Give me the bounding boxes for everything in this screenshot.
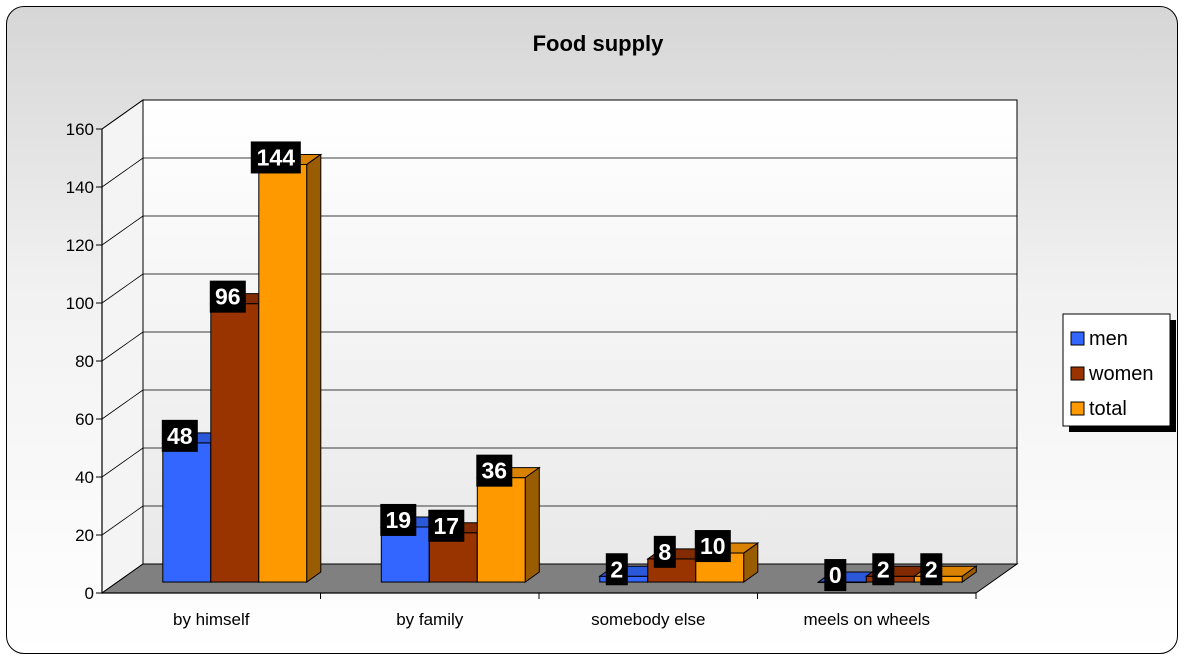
y-tick-label: 80 — [75, 352, 94, 371]
gridline-side — [101, 99, 144, 130]
bar-side[interactable] — [524, 466, 540, 584]
y-tick-label: 100 — [66, 294, 94, 313]
x-category-label: somebody else — [591, 610, 705, 629]
bar-side[interactable] — [743, 542, 759, 584]
gridline-side — [101, 215, 144, 246]
gridline-side — [101, 505, 144, 536]
y-tick-label: 40 — [75, 468, 94, 487]
data-label: 96 — [215, 284, 241, 310]
legend-label-men: men — [1089, 328, 1128, 350]
gridline-side — [101, 447, 144, 478]
data-label-bg — [250, 141, 301, 174]
y-tick-label: 0 — [85, 584, 94, 603]
y-tick-label: 140 — [66, 178, 94, 197]
data-label: 2 — [877, 556, 890, 582]
data-label: 10 — [700, 533, 726, 559]
gridline-side — [101, 331, 144, 362]
data-label-bg — [824, 559, 847, 592]
x-category-label: by himself — [173, 610, 250, 629]
x-category-label: by family — [396, 610, 464, 629]
bar-side[interactable] — [961, 565, 977, 584]
bar-front[interactable] — [258, 163, 308, 583]
bar-total[interactable] — [475, 466, 541, 584]
data-label-bg — [209, 280, 246, 313]
data-label: 8 — [658, 539, 671, 565]
data-label: 0 — [829, 562, 842, 588]
y-tick-label: 160 — [66, 120, 94, 139]
data-label: 19 — [386, 507, 412, 533]
data-label-bg — [653, 535, 676, 568]
y-tick-label: 60 — [75, 410, 94, 429]
data-label: 36 — [482, 458, 508, 484]
bar-side[interactable] — [306, 153, 322, 584]
legend-label-total: total — [1089, 398, 1127, 420]
legend-swatch — [1070, 331, 1085, 346]
data-label-bg — [380, 503, 417, 536]
data-label: 48 — [167, 423, 193, 449]
legend: men women total — [1062, 313, 1176, 432]
data-label: 2 — [925, 556, 938, 582]
data-label: 17 — [434, 513, 460, 539]
bar-front[interactable] — [162, 442, 212, 583]
data-label: 144 — [257, 144, 296, 170]
legend-label-women: women — [1088, 363, 1153, 385]
data-label-bg — [161, 419, 198, 452]
bar-total[interactable] — [694, 542, 760, 584]
data-label-bg — [428, 509, 465, 542]
bar-front[interactable] — [476, 477, 526, 583]
x-category-label: meels on wheels — [803, 610, 930, 629]
data-label-bg — [476, 454, 513, 487]
bar-total[interactable] — [257, 153, 323, 584]
legend-swatch — [1070, 366, 1085, 381]
data-label-bg — [605, 553, 628, 586]
gridline-side — [101, 273, 144, 304]
data-label-bg — [920, 553, 943, 586]
legend-swatch — [1070, 401, 1085, 416]
y-tick-label: 120 — [66, 236, 94, 255]
data-label-bg — [694, 530, 731, 563]
data-label-bg — [872, 553, 895, 586]
data-label: 2 — [610, 556, 623, 582]
gridline-side — [101, 389, 144, 420]
chart-title: Food supply — [533, 31, 665, 56]
bar-front[interactable] — [210, 303, 260, 583]
gridline-side — [101, 157, 144, 188]
y-tick-label: 20 — [75, 526, 94, 545]
